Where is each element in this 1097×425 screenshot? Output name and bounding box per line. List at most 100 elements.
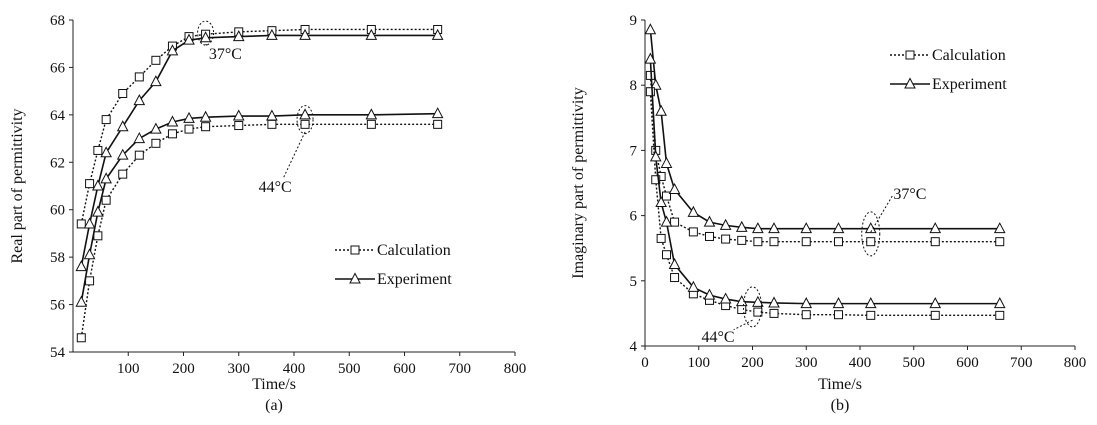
- data-point-triangle: [993, 297, 1006, 309]
- legend-marker-square: [350, 245, 360, 255]
- x-tick-label: 100: [688, 355, 711, 371]
- series-line: [80, 34, 438, 267]
- x-tick-label: 100: [117, 361, 140, 377]
- data-point-square: [662, 250, 671, 260]
- data-point-square: [433, 119, 443, 129]
- data-point-square: [737, 304, 747, 314]
- data-point-triangle: [83, 248, 96, 260]
- data-point-square: [93, 145, 103, 155]
- series-experiment-44c: [644, 52, 1006, 309]
- data-point-triangle: [687, 280, 700, 292]
- data-point-triangle: [83, 217, 96, 229]
- annotation-label: 37°C: [209, 46, 242, 63]
- panel-label: (a): [265, 397, 283, 414]
- data-point-square: [76, 219, 86, 229]
- data-point-triangle: [232, 109, 245, 121]
- x-tick-label: 400: [849, 355, 872, 371]
- data-point-square: [656, 233, 666, 243]
- annotation-ellipse: [296, 105, 314, 135]
- annotation-leader: [870, 195, 893, 233]
- data-point-triangle: [752, 222, 764, 234]
- data-point-square: [85, 276, 95, 286]
- x-tick-label: 800: [504, 361, 527, 377]
- data-point-triangle: [800, 222, 813, 234]
- data-point-triangle: [166, 44, 179, 56]
- data-point-triangle: [183, 33, 195, 45]
- data-point-square: [721, 234, 731, 244]
- series-calculation-44c: [645, 87, 1005, 320]
- y-tick-label: 4: [630, 339, 638, 355]
- data-point-triangle: [133, 94, 146, 106]
- data-point-triangle: [431, 28, 444, 40]
- data-point-triangle: [668, 257, 681, 269]
- legend-label: Calculation: [377, 242, 451, 259]
- data-point-triangle: [655, 104, 667, 116]
- data-point-square: [151, 55, 161, 65]
- y-tick-label: 54: [50, 345, 66, 361]
- data-point-square: [151, 138, 161, 148]
- x-tick-label: 700: [449, 361, 472, 377]
- data-point-square: [651, 175, 661, 185]
- data-point-square: [688, 227, 698, 237]
- data-point-square: [134, 150, 144, 160]
- data-point-triangle: [183, 111, 195, 123]
- data-point-triangle: [668, 182, 681, 195]
- series-line: [649, 91, 1000, 317]
- y-tick-label: 5: [630, 274, 638, 290]
- data-point-square: [101, 195, 111, 205]
- x-tick-label: 400: [283, 361, 306, 377]
- data-point-square: [645, 87, 655, 97]
- chart-panel-b: 4 5 6 7 8 9 0 100 200 300 400 500 600 700 800 Time/s (b)…: [570, 13, 1086, 414]
- data-point-square: [366, 119, 376, 129]
- data-point-triangle: [92, 179, 104, 191]
- y-tick-label: 66: [50, 60, 66, 76]
- legend: Calculation Experiment: [335, 242, 452, 288]
- annotation-leader: [282, 131, 306, 180]
- legend-label: Calculation: [932, 47, 1006, 64]
- y-tick-label: 9: [630, 13, 638, 29]
- y-tick-label: 60: [50, 203, 65, 219]
- y-tick-label: 56: [50, 298, 66, 314]
- data-point-square: [834, 310, 843, 320]
- data-point-triangle: [768, 296, 780, 308]
- data-point-square: [167, 129, 177, 139]
- data-point-triangle: [133, 131, 146, 144]
- data-point-triangle: [199, 31, 212, 43]
- annotation-ellipse: [743, 286, 762, 328]
- y-tick-label: 7: [630, 143, 638, 159]
- x-tick-label: 0: [641, 355, 649, 371]
- data-point-triangle: [644, 23, 657, 35]
- series-experiment-37c: [75, 28, 444, 272]
- data-point-square: [866, 237, 876, 247]
- data-point-triangle: [431, 107, 444, 119]
- data-point-triangle: [929, 297, 942, 309]
- legend-label: Experiment: [377, 271, 452, 288]
- data-point-square: [300, 119, 310, 129]
- data-point-triangle: [75, 295, 88, 307]
- x-tick-label: 800: [1064, 355, 1087, 371]
- data-point-triangle: [655, 195, 667, 208]
- data-point-square: [184, 124, 194, 134]
- data-point-triangle: [660, 215, 673, 227]
- x-tick-label: 500: [903, 355, 926, 371]
- series-calculation-44c: [76, 119, 443, 343]
- x-axis-label: Time/s: [252, 376, 296, 393]
- y-tick-label: 62: [50, 155, 65, 171]
- data-point-square: [930, 310, 940, 320]
- data-point-square: [267, 119, 277, 129]
- series-calculation-37c: [76, 24, 443, 229]
- data-point-triangle: [116, 148, 129, 160]
- y-tick-label: 68: [50, 13, 65, 29]
- data-point-square: [801, 310, 811, 320]
- legend-marker-square: [905, 50, 915, 60]
- data-point-triangle: [752, 295, 764, 307]
- data-point-triangle: [266, 109, 278, 121]
- data-point-triangle: [929, 222, 942, 234]
- data-point-triangle: [150, 122, 162, 134]
- x-axis-label: Time/s: [818, 376, 862, 393]
- data-point-triangle: [649, 78, 662, 90]
- data-point-triangle: [365, 108, 378, 120]
- data-point-triangle: [299, 108, 311, 120]
- x-tick-label: 700: [1010, 355, 1033, 371]
